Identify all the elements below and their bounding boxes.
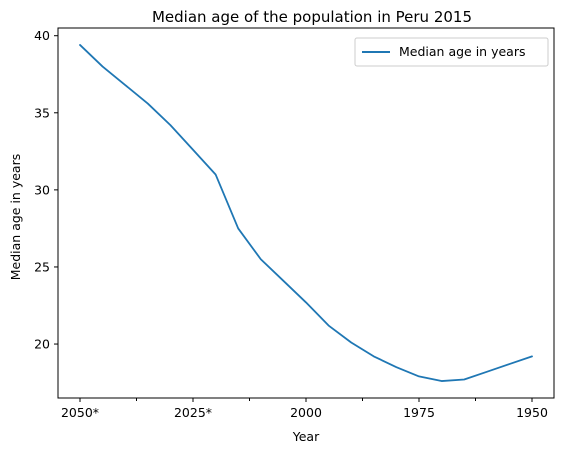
x-tick-label: 1950 xyxy=(516,405,548,420)
chart-title: Median age of the population in Peru 201… xyxy=(152,8,472,26)
y-tick-label: 35 xyxy=(34,105,50,120)
y-axis-label: Median age in years xyxy=(8,154,23,280)
x-tick-label: 1975 xyxy=(403,405,435,420)
y-axis: 20 25 30 35 40 xyxy=(34,28,58,352)
legend: Median age in years xyxy=(354,37,549,67)
legend-box xyxy=(354,37,549,67)
x-tick-label: 2000 xyxy=(290,405,322,420)
x-tick-label: 2025* xyxy=(174,405,212,420)
plot-area-frame xyxy=(57,27,555,399)
series-layer xyxy=(79,44,533,382)
x-axis-label: Year xyxy=(292,429,320,444)
y-tick-label: 40 xyxy=(34,28,50,43)
y-tick-label: 20 xyxy=(34,337,50,352)
x-tick-label: 2050* xyxy=(61,405,99,420)
y-tick-label: 30 xyxy=(34,182,50,197)
series-line-median-age xyxy=(79,44,533,382)
y-tick-label: 25 xyxy=(34,259,50,274)
legend-entry-median-age: Median age in years xyxy=(399,44,525,59)
x-axis: 2050* 2025* 2000 1975 1950 xyxy=(61,398,548,420)
